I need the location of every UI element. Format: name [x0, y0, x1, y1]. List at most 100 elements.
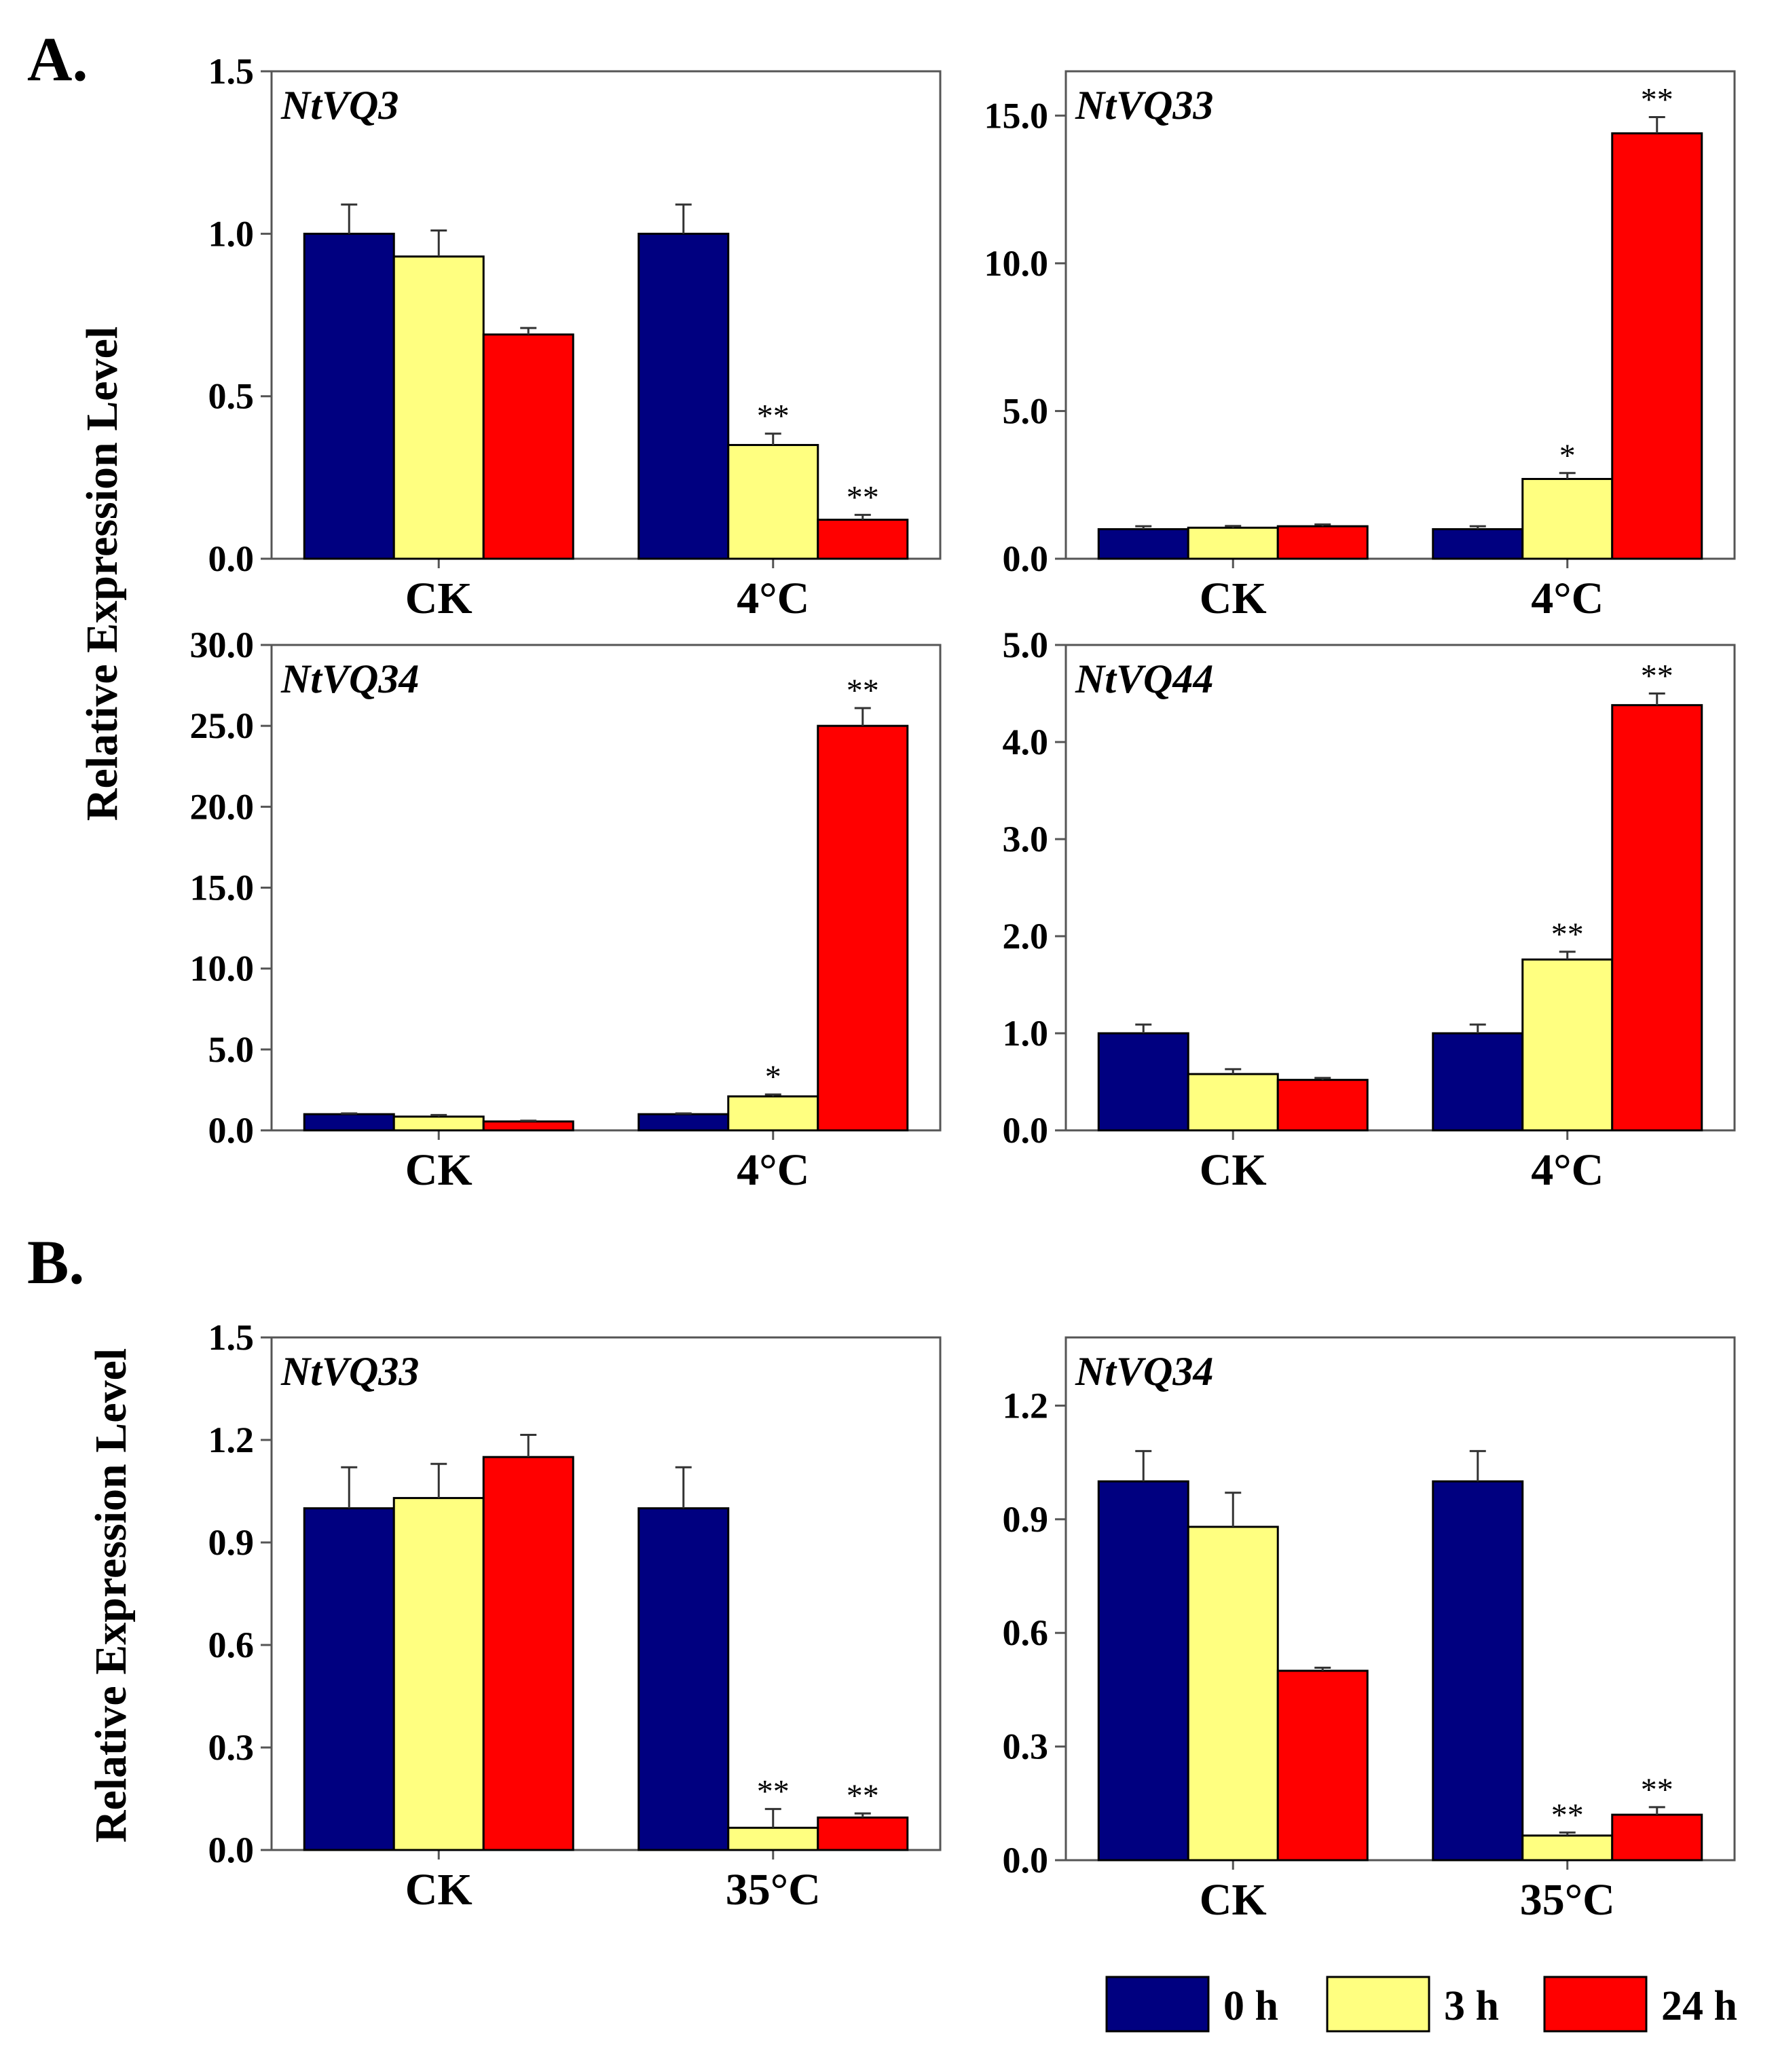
legend-swatch-0h: [1105, 1976, 1210, 2033]
bar-3h-treatment: [1521, 1834, 1614, 1862]
y-tick-label: 0.0: [1003, 1110, 1049, 1151]
bar-24h-treatment: [1611, 132, 1703, 560]
x-category-label: 35°C: [1520, 1875, 1615, 1925]
bar-0h-ck: [1097, 1480, 1189, 1862]
y-tick-label: 20.0: [190, 786, 255, 827]
bar-24h-ck: [482, 1456, 574, 1851]
panel-a-label: A.: [27, 24, 88, 94]
y-tick-label: 2.0: [1003, 916, 1049, 957]
bar-3h-treatment: [727, 1095, 819, 1132]
x-category-label: CK: [1200, 574, 1267, 623]
bar-0h-treatment: [637, 232, 730, 560]
bar-0h-ck: [303, 1113, 395, 1132]
x-category-label: CK: [405, 1865, 473, 1914]
chart-ntvq33-heat: NtVQ33 0.0 0.3 0.6 0.9 1.2 1.5 CK 35°C ** **: [208, 1317, 942, 1914]
panel-b-label: B.: [27, 1227, 84, 1297]
y-tick-label: 5.0: [1003, 390, 1049, 431]
legend-label: 3 h: [1444, 1983, 1499, 2029]
y-tick-label: 1.0: [208, 213, 255, 254]
bar-0h-ck: [303, 1507, 395, 1851]
bar-24h-ck: [1276, 1669, 1369, 1862]
y-axis-label-b: Relative Expression Level: [86, 1348, 136, 1843]
y-tick-label: 0.6: [208, 1625, 255, 1665]
significance-marker: **: [847, 1778, 879, 1814]
bar-0h-ck: [303, 232, 395, 560]
bar-24h-ck: [1276, 525, 1369, 560]
y-tick-label: 5.0: [1003, 625, 1049, 665]
y-tick-label: 4.0: [1003, 722, 1049, 762]
y-tick-label: 30.0: [190, 625, 255, 665]
x-category-label: 35°C: [726, 1865, 821, 1914]
y-tick-label: 5.0: [208, 1029, 255, 1070]
bar-24h-ck: [482, 1120, 574, 1132]
bar-3h-ck: [1187, 1525, 1279, 1862]
bar-3h-ck: [392, 255, 485, 560]
x-category-label: 4°C: [1531, 574, 1604, 623]
x-category-label: 4°C: [1531, 1145, 1604, 1195]
bar-3h-treatment: [1521, 958, 1614, 1132]
y-tick-label: 1.0: [1003, 1013, 1049, 1054]
significance-marker: **: [1551, 1797, 1584, 1833]
x-category-label: CK: [405, 574, 473, 623]
y-tick-label: 1.2: [208, 1420, 255, 1460]
y-tick-label: 10.0: [984, 243, 1049, 284]
bar-3h-ck: [1187, 1073, 1279, 1132]
bar-24h-ck: [1276, 1079, 1369, 1132]
bar-3h-treatment: [1521, 478, 1614, 560]
bar-0h-treatment: [637, 1507, 730, 1851]
y-tick-label: 0.9: [1003, 1499, 1049, 1540]
bar-0h-treatment: [1432, 528, 1524, 560]
y-tick-label: 0.0: [1003, 1840, 1049, 1881]
chart-title: NtVQ34: [1075, 1349, 1213, 1394]
bar-0h-ck: [1097, 528, 1189, 560]
chart-ntvq3-cold: NtVQ3 0.0 0.5 1.0 1.5 CK 4°C ** **: [208, 51, 942, 623]
y-tick-label: 0.5: [208, 376, 255, 417]
x-category-label: 4°C: [737, 1145, 809, 1195]
y-tick-label: 0.3: [1003, 1726, 1049, 1767]
legend-label: 24 h: [1661, 1983, 1737, 2029]
y-tick-label: 3.0: [1003, 819, 1049, 859]
bar-24h-ck: [482, 333, 574, 560]
y-tick-label: 0.0: [208, 538, 255, 579]
y-tick-label: 0.3: [208, 1727, 255, 1768]
chart-ntvq34-heat: NtVQ34 0.0 0.3 0.6 0.9 1.2 CK 35°C ** **: [1003, 1336, 1736, 1925]
significance-marker: **: [1641, 81, 1673, 117]
legend: 0 h 3 h 24 h: [1105, 1976, 1737, 2033]
plot-frame: [1064, 1336, 1736, 1862]
y-tick-label: 0.0: [208, 1830, 255, 1870]
y-tick-label: 0.6: [1003, 1612, 1049, 1653]
bar-24h-treatment: [817, 1816, 909, 1851]
significance-marker: **: [1641, 659, 1673, 695]
y-tick-label: 10.0: [190, 948, 255, 989]
bar-3h-treatment: [727, 1826, 819, 1851]
bar-3h-treatment: [727, 443, 819, 560]
bar-24h-treatment: [817, 519, 909, 560]
significance-marker: **: [847, 479, 879, 515]
y-axis-label-a: Relative Expression Level: [77, 327, 127, 821]
x-category-label: CK: [1200, 1875, 1267, 1925]
legend-label: 0 h: [1223, 1983, 1278, 2029]
plot-frame: [1064, 644, 1736, 1132]
significance-marker: *: [765, 1059, 781, 1095]
chart-ntvq44-cold: NtVQ44 0.0 1.0 2.0 3.0 4.0 5.0 CK 4°C ** **: [1003, 625, 1736, 1195]
chart-title: NtVQ33: [1075, 83, 1213, 128]
x-category-label: CK: [1200, 1145, 1267, 1195]
bar-3h-ck: [1187, 526, 1279, 560]
x-category-label: 4°C: [737, 574, 809, 623]
bar-0h-treatment: [1432, 1480, 1524, 1862]
y-tick-label: 0.0: [208, 1110, 255, 1151]
bar-0h-ck: [1097, 1032, 1189, 1132]
significance-marker: **: [1641, 1772, 1673, 1808]
chart-title: NtVQ3: [280, 83, 399, 128]
y-tick-label: 1.2: [1003, 1385, 1049, 1426]
legend-swatch-3h: [1326, 1976, 1430, 2033]
plot-frame: [270, 1336, 942, 1851]
y-tick-label: 0.0: [1003, 538, 1049, 579]
y-tick-label: 1.5: [208, 51, 255, 92]
plot-frame: [1064, 70, 1736, 560]
bar-24h-treatment: [817, 724, 909, 1132]
bar-3h-ck: [392, 1115, 485, 1132]
bar-24h-treatment: [1611, 704, 1703, 1132]
